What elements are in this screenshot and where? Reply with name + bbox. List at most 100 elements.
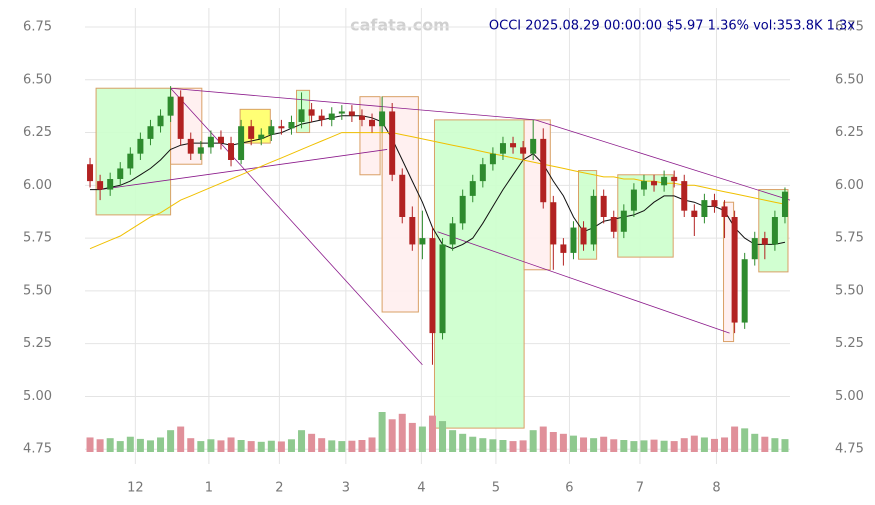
- trendline: [437, 231, 730, 334]
- volume-bar: [388, 419, 396, 452]
- candle-body: [620, 210, 627, 232]
- volume-bar: [700, 437, 708, 452]
- candle-body: [499, 143, 506, 154]
- volume-bar: [630, 441, 638, 452]
- volume-bar: [680, 438, 688, 452]
- candle-body: [610, 217, 617, 232]
- candle-body: [651, 181, 658, 186]
- volume-bar: [267, 440, 275, 452]
- candle-body: [721, 206, 728, 217]
- volume-bar: [721, 437, 729, 452]
- candle-body: [278, 126, 285, 129]
- candle-body: [640, 181, 647, 190]
- volume-bar: [469, 436, 477, 452]
- candle-body: [439, 244, 446, 334]
- volume-bar: [640, 440, 648, 452]
- volume-bar: [348, 440, 356, 452]
- candle-body: [751, 238, 758, 260]
- volume-bar: [539, 426, 547, 452]
- volume-bar: [418, 426, 426, 452]
- volume-bar: [126, 436, 134, 452]
- trendline: [535, 119, 791, 201]
- candle-body: [671, 176, 678, 182]
- candle-body: [358, 115, 365, 120]
- candle-body: [761, 238, 768, 245]
- candle-body: [268, 126, 275, 135]
- candle-body: [97, 181, 104, 190]
- volume-bar: [398, 413, 406, 452]
- volume-bar: [227, 437, 235, 452]
- volume-bar: [751, 433, 759, 452]
- candle-body: [217, 136, 224, 144]
- moving-average: [89, 132, 786, 250]
- moving-average: [90, 115, 786, 250]
- candle-body: [409, 217, 416, 245]
- candle-body: [781, 191, 788, 217]
- volume-bar: [499, 440, 507, 452]
- zone-box: [170, 87, 203, 165]
- volume-bar: [177, 426, 185, 452]
- volume-bar: [207, 439, 215, 452]
- candle-body: [580, 227, 587, 245]
- volume-bar: [86, 437, 94, 452]
- trendline: [170, 87, 423, 366]
- candle-body: [661, 176, 668, 186]
- volume-bar: [217, 440, 225, 452]
- volume-bar: [731, 426, 739, 452]
- volume-bar: [247, 441, 255, 452]
- candle-body: [389, 111, 396, 175]
- y-tick-label: 5.00: [23, 389, 52, 404]
- volume-bar: [580, 437, 588, 452]
- y-tick-label: 6.25: [835, 125, 864, 140]
- candle-body: [600, 195, 607, 217]
- candle-body: [570, 227, 577, 253]
- y-tick-label: 6.75: [835, 20, 864, 35]
- y-tick-label: 5.75: [23, 231, 52, 246]
- candle-body: [228, 143, 235, 160]
- volume-bar: [428, 415, 436, 452]
- volume-bar: [479, 438, 487, 452]
- volume-bar: [600, 436, 608, 452]
- candle-body: [117, 168, 124, 179]
- volume-bar: [298, 430, 306, 452]
- candle-body: [459, 195, 466, 224]
- candle-body: [157, 115, 164, 127]
- volume-bar: [761, 436, 769, 452]
- volume-bar: [610, 439, 618, 452]
- volume-bar: [136, 438, 144, 452]
- candle-body: [197, 147, 204, 154]
- candle-body: [288, 122, 295, 129]
- volume-bar: [308, 433, 316, 452]
- volume-bar: [338, 441, 346, 452]
- volume-bar: [157, 437, 165, 452]
- volume-bar: [146, 440, 154, 452]
- candle-body: [87, 164, 94, 182]
- volume-bar: [670, 441, 678, 452]
- x-tick-label: 1: [205, 481, 213, 496]
- candle-body: [540, 138, 547, 203]
- candle-body: [147, 126, 154, 139]
- candle-body: [590, 195, 597, 245]
- y-tick-label: 5.50: [835, 283, 864, 298]
- volume-bar: [771, 438, 779, 452]
- volume-bar: [449, 430, 457, 452]
- zone-box: [523, 119, 551, 271]
- volume-bar: [519, 440, 527, 452]
- candle-body: [550, 202, 557, 245]
- y-tick-label: 5.50: [23, 283, 52, 298]
- candle-body: [731, 217, 738, 323]
- zone-box: [239, 108, 271, 144]
- volume-bar: [116, 441, 124, 452]
- x-tick-label: 8: [712, 481, 720, 496]
- candle-body: [298, 109, 305, 122]
- volume-bar: [650, 439, 658, 452]
- volume-bar: [569, 435, 577, 452]
- volume-bar: [318, 438, 326, 452]
- y-tick-label: 6.50: [835, 72, 864, 87]
- candle-body: [308, 109, 315, 116]
- volume-bar: [187, 438, 195, 452]
- zone-box: [95, 87, 172, 216]
- y-tick-label: 6.50: [23, 72, 52, 87]
- candle-body: [248, 126, 255, 139]
